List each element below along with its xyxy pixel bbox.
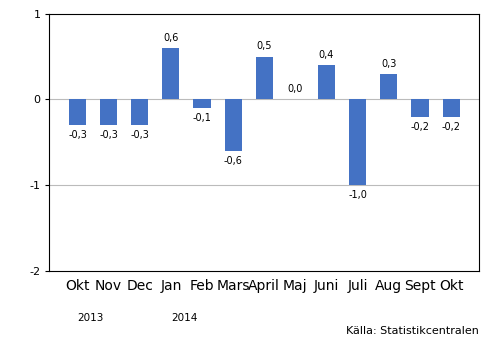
Text: 0,0: 0,0	[288, 84, 303, 94]
Text: 0,6: 0,6	[163, 33, 178, 43]
Bar	[412, 99, 428, 117]
Bar	[100, 99, 117, 125]
Text: 0,5: 0,5	[256, 41, 272, 51]
Bar	[131, 99, 148, 125]
Text: -1,0: -1,0	[348, 191, 367, 200]
Bar	[256, 57, 273, 99]
Bar	[163, 48, 179, 99]
Text: -0,1: -0,1	[193, 113, 211, 123]
Text: -0,2: -0,2	[442, 122, 460, 132]
Text: 2013: 2013	[78, 313, 104, 323]
Text: -0,3: -0,3	[68, 131, 87, 140]
Text: 0,3: 0,3	[381, 59, 397, 68]
Text: 2014: 2014	[171, 313, 197, 323]
Bar	[318, 65, 335, 99]
Text: Källa: Statistikcentralen: Källa: Statistikcentralen	[346, 326, 479, 336]
Text: -0,3: -0,3	[130, 131, 149, 140]
Bar	[380, 74, 397, 99]
Bar	[225, 99, 242, 151]
Bar	[194, 99, 210, 108]
Text: -0,6: -0,6	[224, 156, 243, 166]
Text: 0,4: 0,4	[319, 50, 334, 60]
Text: -0,3: -0,3	[99, 131, 118, 140]
Bar	[349, 99, 366, 185]
Bar	[69, 99, 86, 125]
Text: -0,2: -0,2	[411, 122, 429, 132]
Bar	[443, 99, 459, 117]
